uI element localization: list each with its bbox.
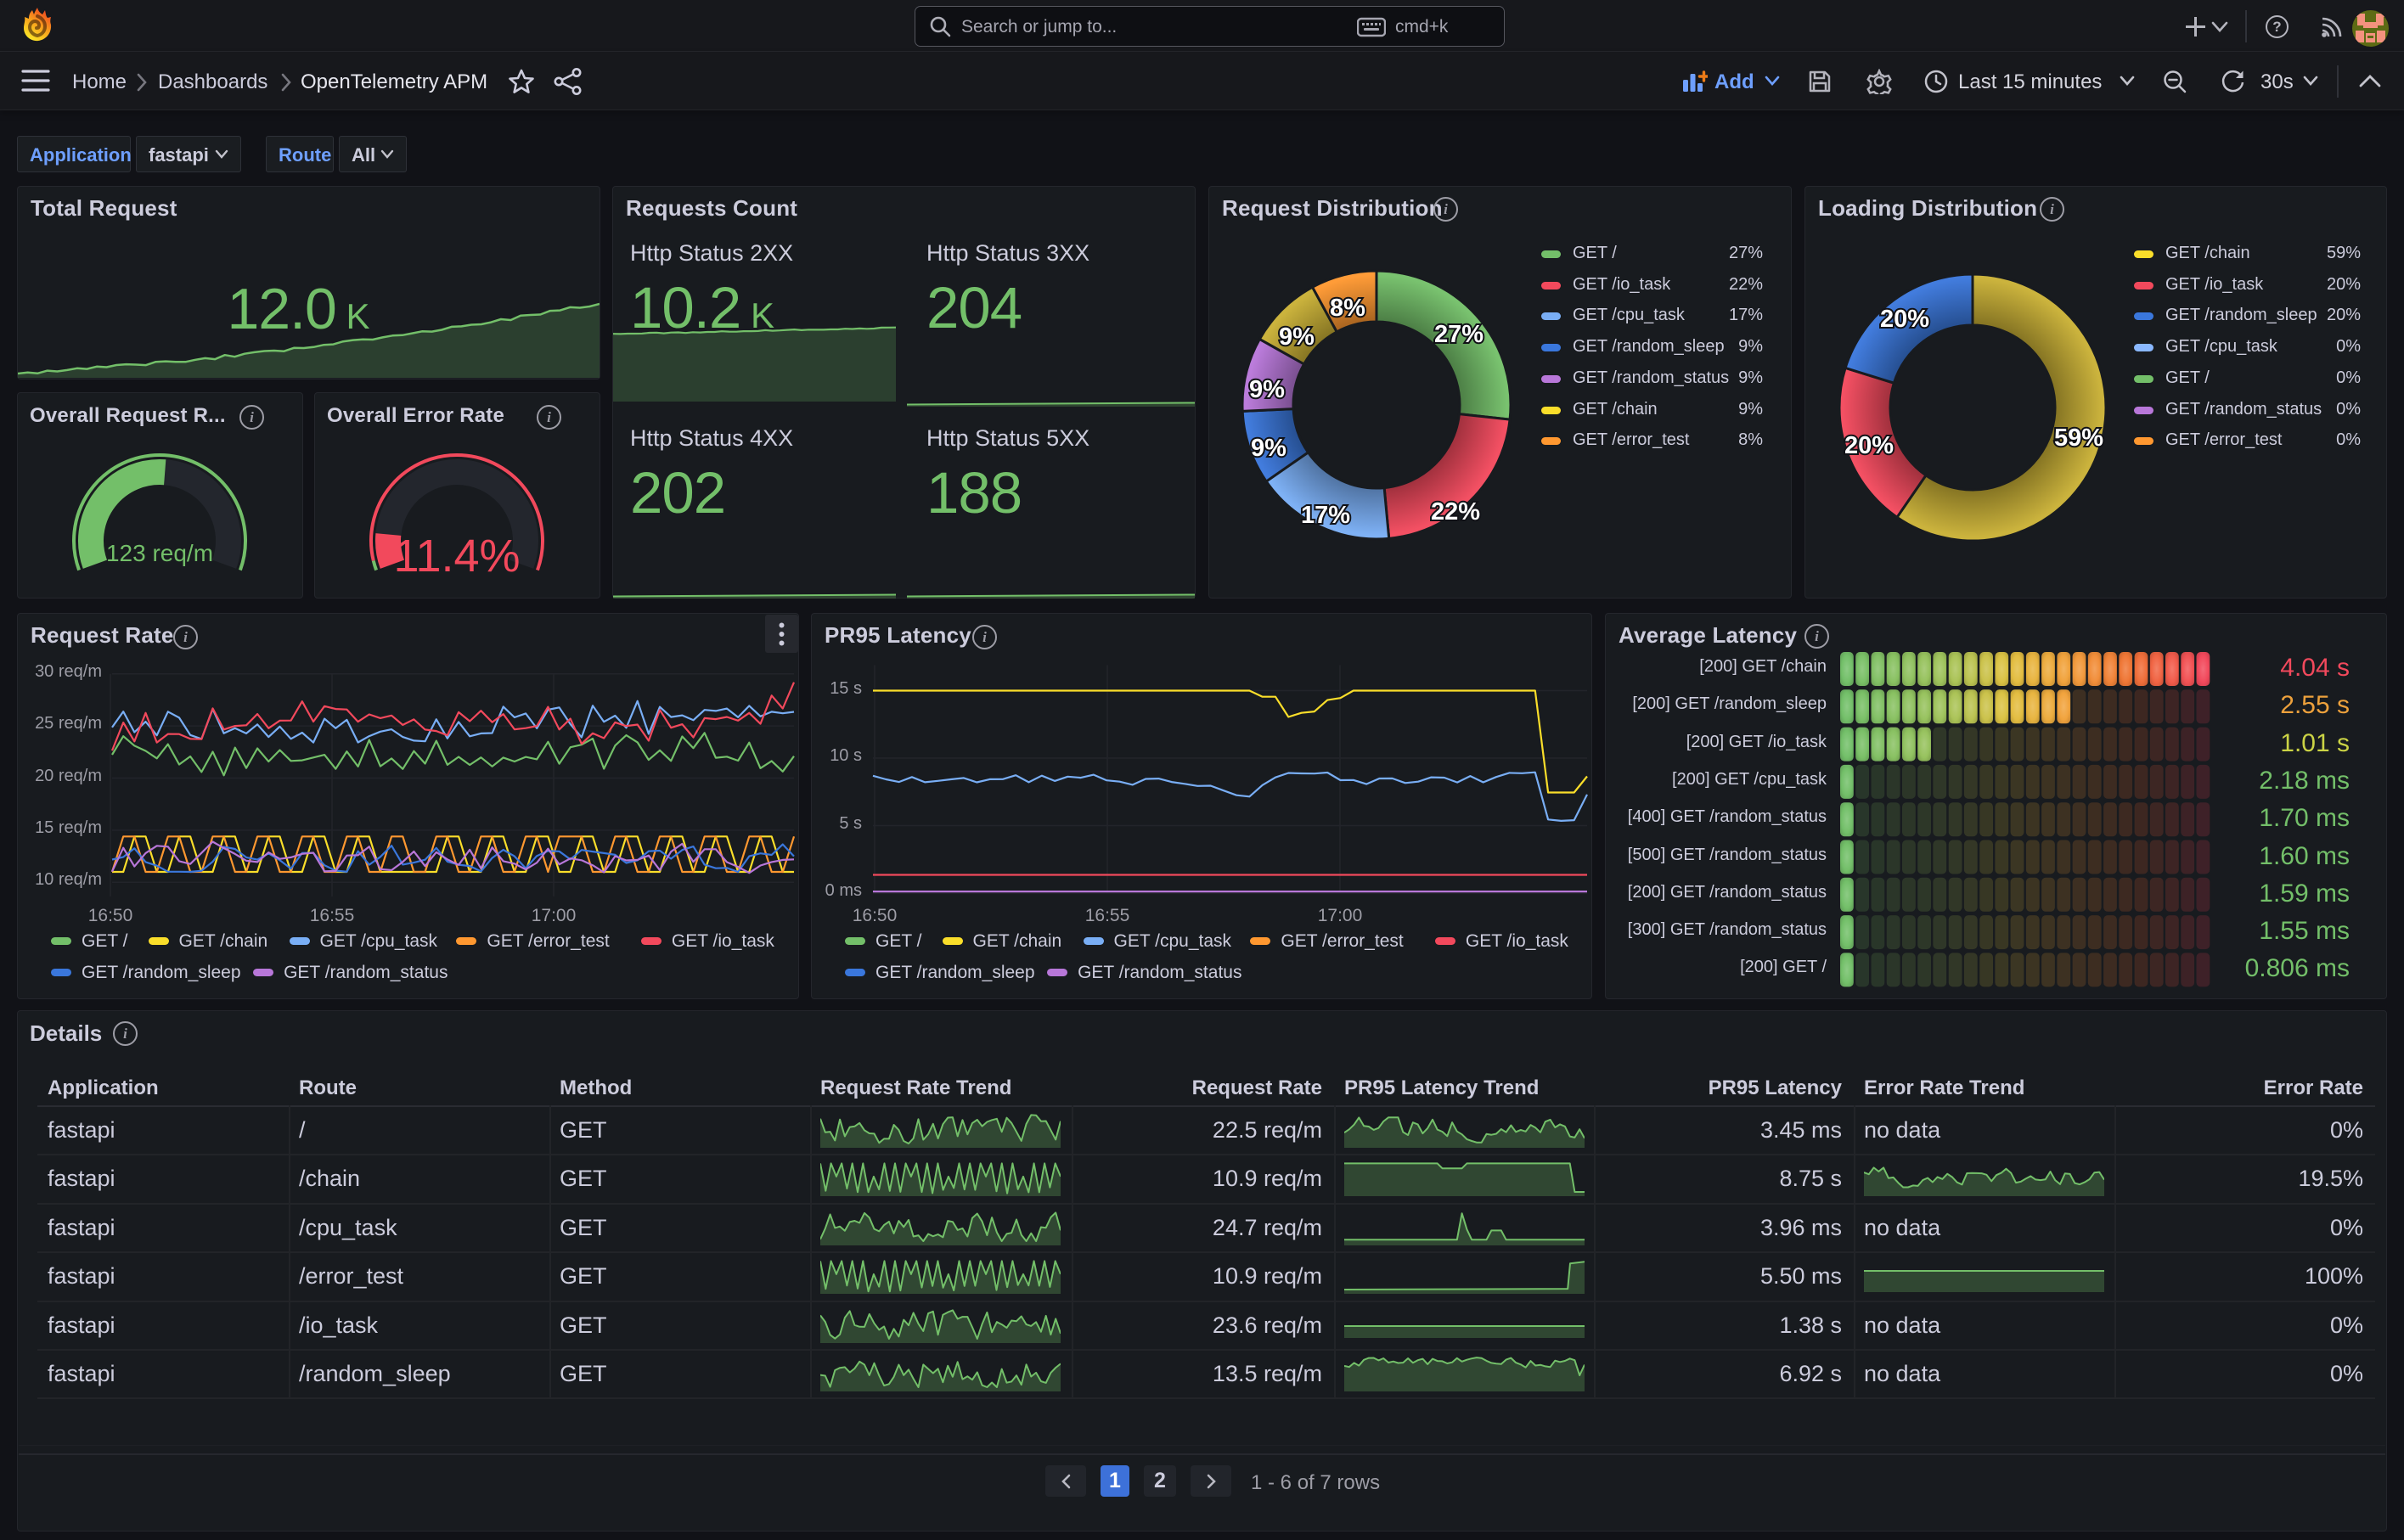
svg-text:8%: 8% (1330, 295, 1365, 322)
svg-text:20%: 20% (1844, 432, 1894, 459)
svg-text:17%: 17% (1301, 502, 1350, 529)
svg-text:27%: 27% (1434, 321, 1483, 348)
svg-text:22%: 22% (1431, 498, 1480, 526)
svg-text:59%: 59% (2054, 424, 2103, 452)
svg-text:9%: 9% (1279, 323, 1315, 351)
svg-text:9%: 9% (1251, 435, 1286, 462)
svg-text:20%: 20% (1880, 306, 1929, 333)
svg-text:9%: 9% (1249, 376, 1285, 403)
